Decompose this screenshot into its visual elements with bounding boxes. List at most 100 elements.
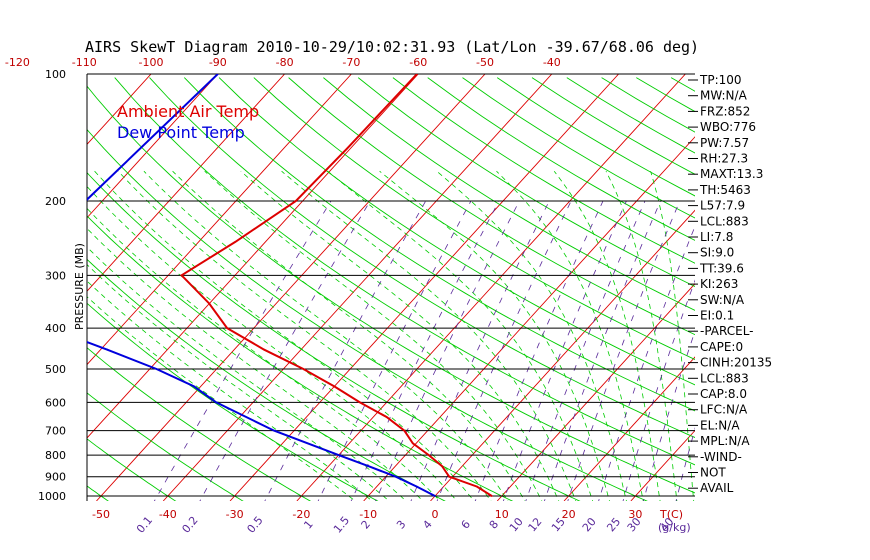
dry-adiabat-line bbox=[218, 77, 695, 386]
top-temp-tick-label: -110 bbox=[72, 56, 97, 69]
temperature-point bbox=[403, 429, 406, 432]
mixing-ratio-line bbox=[350, 200, 500, 501]
stats-item: -WIND- bbox=[700, 450, 742, 464]
mixing-ratio-tick-label: 1.5 bbox=[331, 514, 352, 536]
bottom-temp-tick-label: 0 bbox=[432, 508, 439, 521]
top-temp-tick-label: -50 bbox=[476, 56, 494, 69]
dry-adiabat-line bbox=[114, 77, 695, 466]
x-axis-label-right: T(C) bbox=[659, 508, 683, 521]
mixing-ratio-line bbox=[317, 200, 472, 501]
pressure-tick-label: 900 bbox=[45, 471, 66, 484]
temperature-point bbox=[180, 274, 183, 277]
pressure-tick-label: 1000 bbox=[38, 490, 66, 503]
pressure-tick-label: 300 bbox=[45, 269, 66, 282]
bottom-temp-tick-label: -40 bbox=[159, 508, 177, 521]
stats-item: LI:7.8 bbox=[700, 230, 733, 244]
pressure-tick-label: 600 bbox=[45, 396, 66, 409]
legend-temperature: Ambient Air Temp bbox=[117, 102, 259, 121]
stats-item: CAP:8.0 bbox=[700, 387, 747, 401]
isotherm-line bbox=[496, 283, 695, 501]
stats-item: SI:9.0 bbox=[700, 246, 734, 260]
dewpoint-profile-line bbox=[87, 74, 436, 497]
pressure-tick-label: 200 bbox=[45, 195, 66, 208]
dry-adiabat-line bbox=[357, 77, 695, 288]
temperature-point bbox=[476, 485, 478, 488]
isotherm-line bbox=[363, 136, 695, 501]
stats-item: TP:100 bbox=[699, 73, 742, 87]
top-temp-tick-label: -90 bbox=[209, 56, 227, 69]
temperature-point bbox=[226, 327, 229, 329]
moist-adiabat-line bbox=[281, 170, 577, 501]
mixing-ratio-tick-label: 12 bbox=[526, 515, 545, 534]
pressure-tick-label: 100 bbox=[45, 68, 66, 81]
stats-item: MW:N/A bbox=[700, 89, 748, 103]
temperature-point bbox=[448, 475, 451, 478]
top-temp-tick-label: -80 bbox=[276, 56, 294, 69]
isotherm-line bbox=[296, 74, 686, 501]
stats-item: SW:N/A bbox=[700, 293, 745, 307]
mixing-ratio-line bbox=[643, 329, 695, 501]
dewpoint-point bbox=[415, 485, 418, 488]
y-axis-label: PRESSURE (MB) bbox=[73, 243, 86, 330]
temperature-point bbox=[441, 465, 443, 468]
dry-adiabat-line bbox=[87, 347, 312, 501]
stats-item: CAPE:0 bbox=[700, 340, 743, 354]
moist-adiabat-line bbox=[436, 170, 627, 501]
mixing-ratio-line bbox=[264, 200, 427, 501]
moist-adiabat-line bbox=[240, 170, 560, 501]
dewpoint-point bbox=[434, 495, 436, 497]
stats-item: AVAIL bbox=[700, 481, 734, 495]
isotherm-line bbox=[831, 74, 870, 501]
temperature-point bbox=[234, 241, 237, 243]
isotherm-line bbox=[87, 74, 285, 292]
moist-adiabat-line bbox=[87, 207, 441, 501]
mixing-ratio-tick-label: 0.2 bbox=[179, 514, 200, 536]
dry-adiabat-line bbox=[87, 302, 379, 501]
moist-adiabat-line bbox=[87, 296, 356, 501]
mixing-ratio-tick-label: 3 bbox=[394, 518, 408, 532]
mixing-ratio-line bbox=[567, 200, 681, 501]
mixing-ratio-line bbox=[502, 200, 627, 501]
dry-adiabat-line bbox=[288, 77, 695, 336]
isotherm-line bbox=[96, 74, 486, 501]
dry-adiabat-line bbox=[87, 438, 177, 501]
mixing-ratio-line bbox=[410, 200, 550, 501]
stats-item: TH:5463 bbox=[699, 183, 751, 197]
dry-adiabat-line bbox=[427, 77, 695, 241]
mixing-ratio-unit-label: (g/kg) bbox=[658, 521, 691, 534]
mixing-ratio-tick-label: 0.5 bbox=[245, 514, 266, 536]
stats-item: NOT bbox=[700, 466, 726, 480]
mixing-ratio-line bbox=[675, 427, 695, 501]
isobar-lines bbox=[86, 73, 695, 501]
moist-adiabat-line bbox=[379, 170, 610, 501]
isotherm-line bbox=[0, 74, 17, 501]
legend-dewpoint: Dew Point Temp bbox=[117, 123, 245, 142]
dry-adiabat-line bbox=[253, 77, 695, 361]
dry-adiabat-line bbox=[462, 77, 695, 219]
dry-adiabat-line bbox=[741, 78, 870, 505]
dewpoint-point bbox=[28, 303, 30, 305]
temperature-point bbox=[208, 302, 211, 305]
mixing-ratio-tick-label: 0.1 bbox=[134, 514, 155, 536]
stats-item: LFC:N/A bbox=[700, 403, 748, 417]
top-temp-tick-label: -60 bbox=[409, 56, 427, 69]
pressure-tick-label: 800 bbox=[45, 449, 66, 462]
moist-adiabat-line bbox=[496, 170, 644, 501]
chart-grid bbox=[0, 74, 870, 505]
temperature-point bbox=[411, 442, 414, 445]
stats-item: WBO:776 bbox=[700, 120, 756, 134]
stats-item: RH:27.3 bbox=[700, 152, 748, 166]
moist-adiabats bbox=[87, 170, 695, 501]
stats-item: MAXT:13.3 bbox=[700, 167, 763, 181]
top-temp-tick-label: -70 bbox=[342, 56, 360, 69]
dry-adiabat-line bbox=[87, 172, 581, 501]
isotherm-line bbox=[630, 429, 695, 501]
mixing-ratio-line bbox=[525, 200, 646, 501]
top-temp-tick-label: -120 bbox=[5, 56, 30, 69]
mixing-ratio-line bbox=[598, 225, 695, 501]
temperature-point bbox=[295, 200, 297, 202]
mixing-ratio-tick-label: 6 bbox=[459, 518, 473, 532]
stats-item: CINH:20135 bbox=[700, 356, 772, 370]
mixing-ratio-line bbox=[622, 279, 695, 501]
